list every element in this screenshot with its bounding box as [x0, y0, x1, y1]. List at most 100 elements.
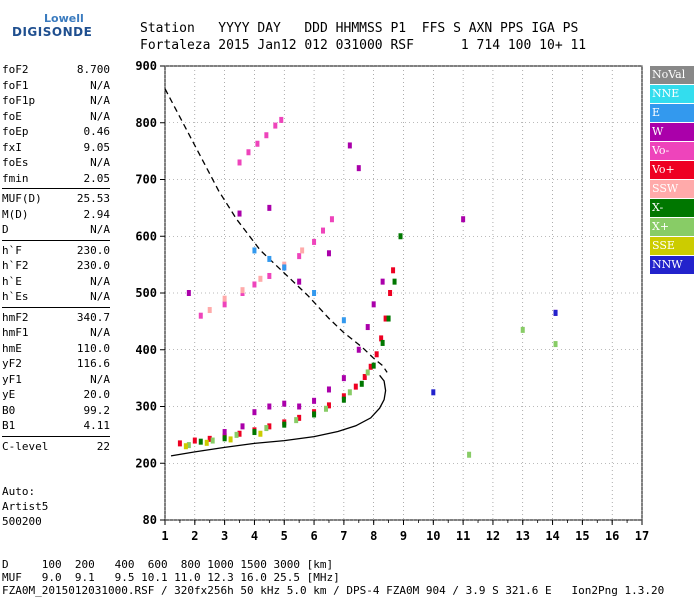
legend-item: NNE — [650, 85, 694, 103]
param-name: B1 — [2, 419, 16, 432]
parameter-list: foF2 8.700 foF1 N/A foF1p N/A foE N/A foEp 0.46 fx… — [2, 62, 110, 454]
trace-point — [365, 324, 370, 331]
legend-item: SSW — [650, 180, 694, 198]
param-value: N/A — [90, 156, 110, 169]
trace-point — [282, 264, 287, 271]
y-tick-label: 500 — [135, 286, 157, 300]
param-separator — [2, 435, 110, 437]
trace-point — [297, 253, 302, 260]
param-name: h`E — [2, 274, 22, 288]
param-name: foE — [2, 109, 22, 123]
param-name: B0 — [2, 403, 16, 417]
trace-point — [391, 267, 396, 274]
param-row: hmE 110.0 — [2, 341, 110, 357]
legend-item: X+ — [650, 218, 694, 236]
param-row: h`Es N/A — [2, 289, 110, 305]
trace-point — [347, 142, 352, 149]
trace-point — [267, 272, 272, 279]
legend-item: SSE — [650, 237, 694, 255]
trace-point — [255, 140, 260, 147]
x-tick-label: 14 — [545, 529, 559, 543]
param-value: N/A — [90, 326, 110, 339]
trace-point — [198, 438, 203, 445]
param-row: foF1p N/A — [2, 93, 110, 109]
footer-muf-row: MUF 9.0 9.1 9.5 10.1 11.0 12.3 16.0 25.5… — [2, 571, 340, 584]
x-tick-label: 8 — [370, 529, 377, 543]
param-row: yF1 N/A — [2, 372, 110, 388]
trace-point — [204, 439, 209, 446]
y-tick-label: 900 — [135, 59, 157, 73]
param-value: 20.0 — [83, 388, 111, 401]
trace-point — [222, 435, 227, 442]
trace-point — [186, 442, 191, 449]
trace-point — [177, 440, 182, 447]
auto-label: Auto: — [2, 485, 36, 498]
trace-point — [347, 389, 352, 396]
param-name: hmF1 — [2, 326, 29, 339]
param-name: MUF(D) — [2, 192, 42, 205]
y-tick-label: 800 — [135, 116, 157, 130]
trace-point — [282, 400, 287, 407]
param-row: h`F 230.0 — [2, 243, 110, 259]
trace-point — [362, 373, 367, 380]
param-value: 116.6 — [76, 357, 110, 370]
trace-point — [329, 216, 334, 223]
param-value: N/A — [90, 94, 110, 107]
footer-file-info: FZA0M_2015012031000.RSF / 320fx256h 50 k… — [2, 584, 665, 597]
trace-point — [252, 247, 257, 254]
trace-point — [183, 443, 188, 450]
footer: D 100 200 400 600 800 1000 1500 3000 [km… — [2, 558, 664, 597]
trace-point — [234, 431, 239, 438]
trace-point — [297, 278, 302, 285]
trace-point — [198, 312, 203, 319]
param-row: MUF(D) 25.53 — [2, 191, 110, 207]
x-tick-label: 9 — [400, 529, 407, 543]
trace-point — [207, 435, 212, 442]
trace-point — [300, 247, 305, 254]
trace-point — [252, 429, 257, 436]
trace-point — [210, 437, 215, 444]
param-row: foEs N/A — [2, 155, 110, 171]
param-row: yF2 116.6 — [2, 356, 110, 372]
param-value: 9.05 — [83, 140, 111, 154]
trace-point — [321, 227, 326, 234]
legend-item: W — [650, 123, 694, 141]
param-row: fxI 9.05 — [2, 140, 110, 156]
trace-point — [228, 436, 233, 443]
param-row: foE N/A — [2, 109, 110, 125]
trace-point — [222, 301, 227, 308]
trace-point — [237, 430, 242, 437]
param-row: h`F2 230.0 — [2, 258, 110, 274]
y-tick-label: 200 — [135, 456, 157, 470]
param-name: yF1 — [2, 372, 22, 386]
param-name: foF2 — [2, 63, 29, 76]
trace-point — [383, 315, 388, 322]
trace-point — [467, 451, 472, 458]
param-separator — [2, 239, 110, 241]
legend-item: Vo+ — [650, 161, 694, 179]
param-name: D — [2, 223, 9, 236]
param-name: foF1 — [2, 78, 29, 92]
x-tick-label: 5 — [281, 529, 288, 543]
trace-point — [371, 301, 376, 308]
trace-point — [267, 403, 272, 410]
param-row: hmF1 N/A — [2, 325, 110, 341]
trace-point — [312, 411, 317, 418]
trace-point — [520, 326, 525, 333]
param-name: h`F2 — [2, 259, 29, 272]
param-value: 8.700 — [76, 63, 110, 76]
x-tick-label: 6 — [310, 529, 317, 543]
param-value: 2.05 — [83, 171, 111, 185]
trace-point — [186, 290, 191, 296]
y-tick-label: 80 — [143, 513, 157, 527]
trace-point — [553, 309, 558, 316]
param-row: B0 99.2 — [2, 403, 110, 419]
param-name: h`Es — [2, 290, 29, 303]
param-name: h`F — [2, 243, 22, 257]
trace-point — [398, 233, 403, 240]
y-tick-label: 300 — [135, 400, 157, 414]
param-row: M(D) 2.94 — [2, 207, 110, 223]
trace-point — [359, 380, 364, 387]
trace-point — [297, 414, 302, 421]
